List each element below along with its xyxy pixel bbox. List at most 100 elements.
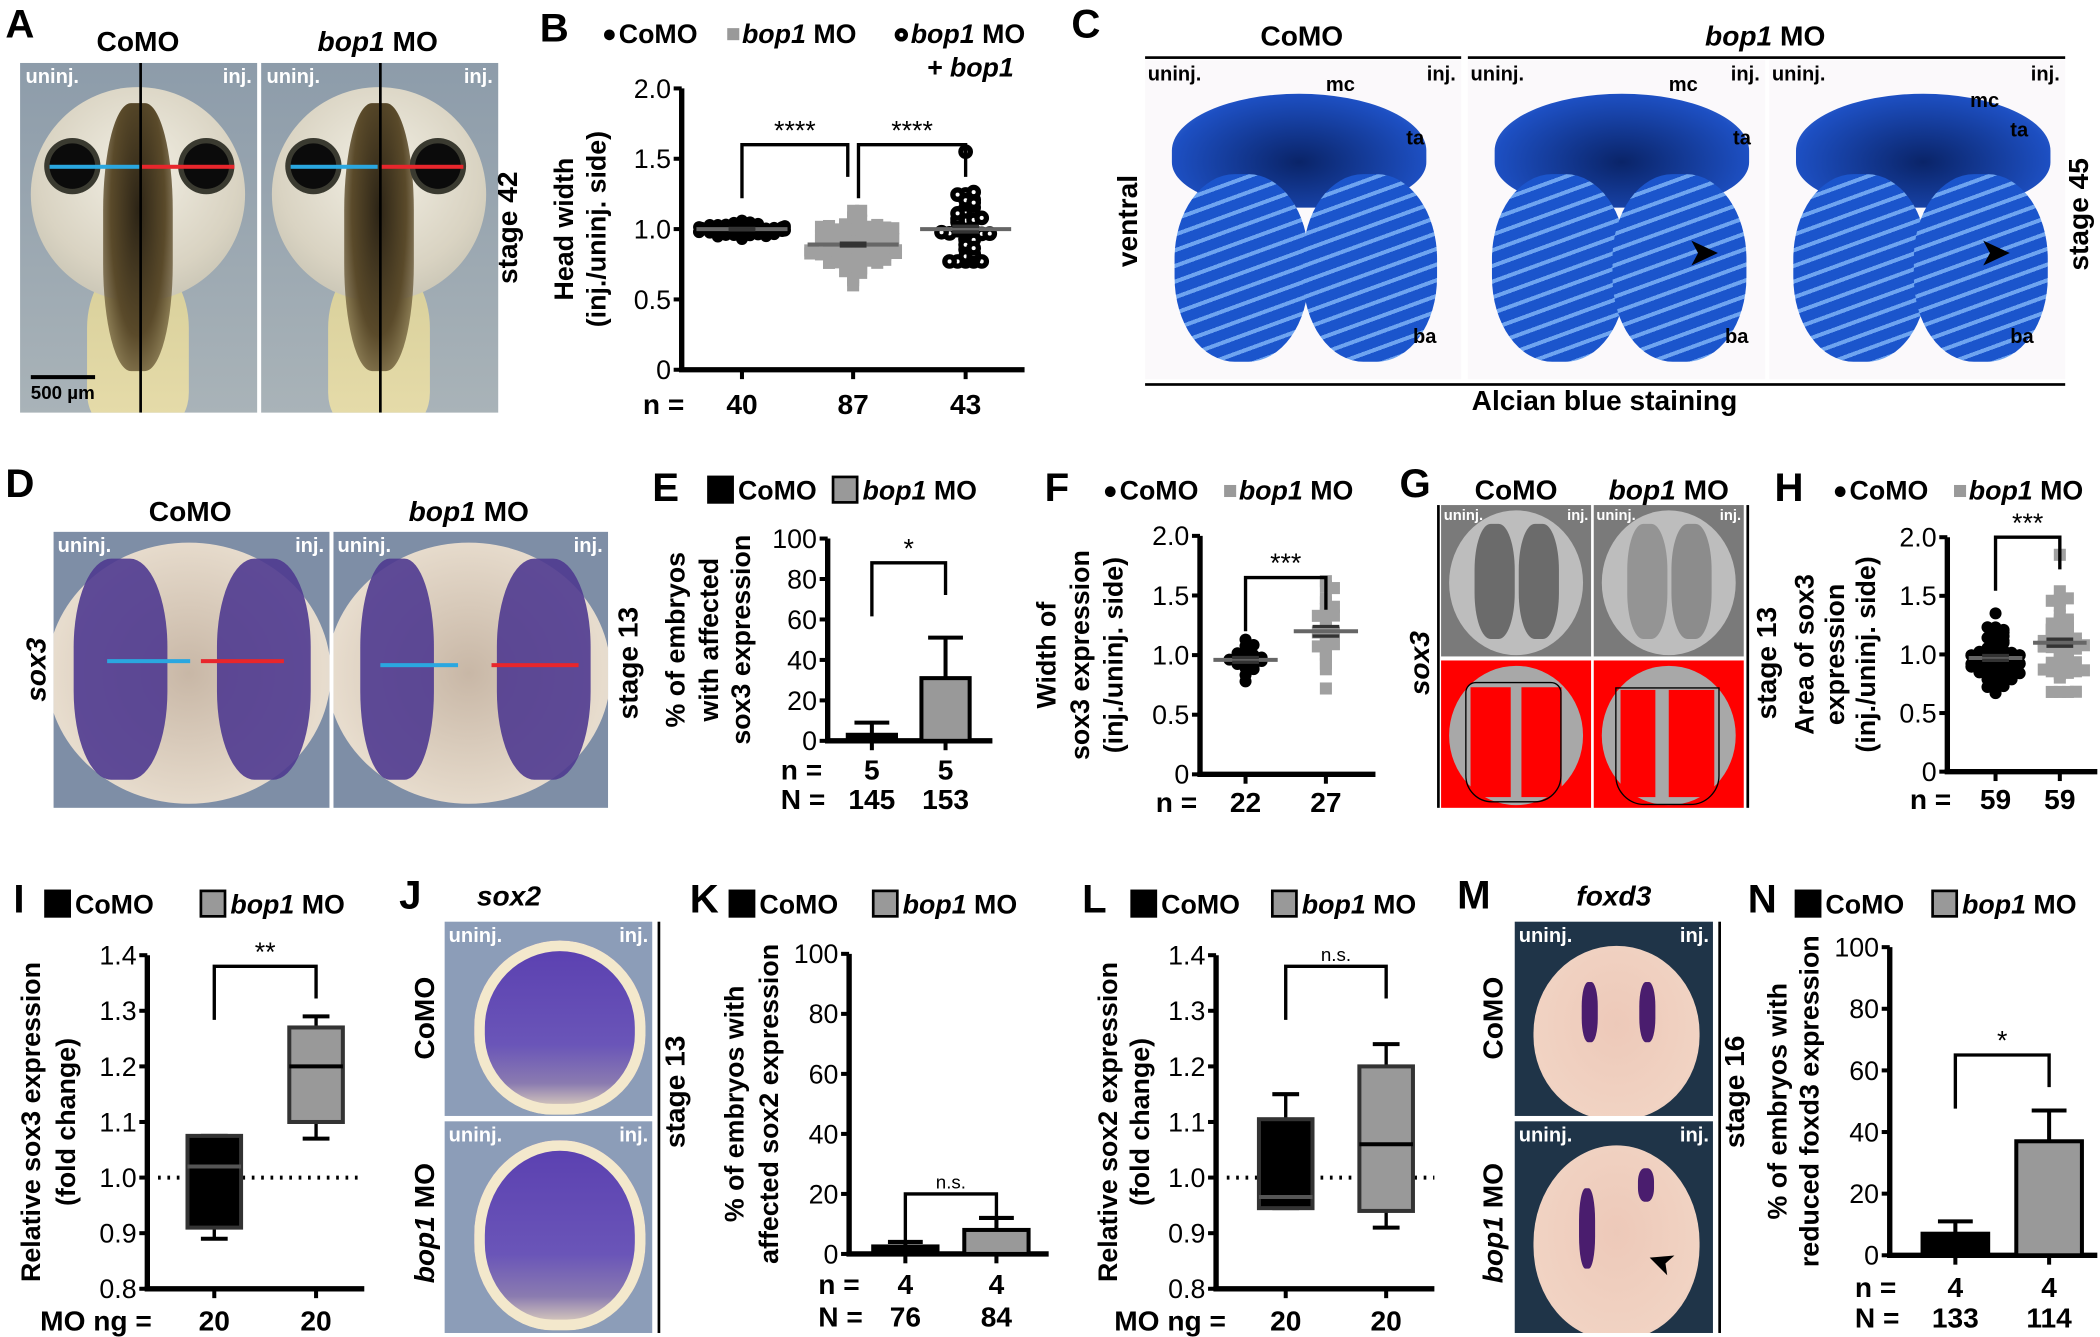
title-rest: MO (384, 26, 438, 58)
legend-text: CoMO (1850, 476, 1929, 506)
legend-label: CoMO (619, 19, 698, 49)
chart-h: H CoMO bop1 MO 0 0.5 1.0 1.5 2.0 Area of sox3 exp… (1775, 465, 2098, 815)
significance-bracket (1993, 535, 2062, 591)
data-point (1311, 609, 1324, 622)
data-point (1981, 621, 1994, 634)
data-point (1311, 640, 1324, 653)
count-value: 20 (1270, 1305, 1301, 1336)
y-tick-label: 0 (656, 355, 671, 385)
y-tick-label: 2.0 (1899, 523, 1936, 553)
count-value: 4 (2041, 1272, 2057, 1303)
legend-text: CoMO (619, 19, 698, 49)
y-axis-label: with affected (694, 558, 724, 723)
y-tick-label: 60 (809, 1059, 839, 1089)
y-tick-label: 100 (772, 524, 817, 554)
legend-label: bop1 MO (1302, 890, 1416, 920)
chart-f: F CoMO bop1 MO 0 0.5 1.0 1.5 2.0 Width of sox3 ex… (1031, 465, 1376, 818)
panel-label: L (1082, 876, 1107, 921)
data-point (1997, 636, 2010, 649)
bar (962, 1227, 1031, 1256)
y-tick-label: 0.8 (1168, 1274, 1205, 1304)
uninj-label: uninj. (1771, 62, 1826, 86)
y-tick-label: 0 (1174, 760, 1189, 790)
y-tick-label: 0.9 (99, 1219, 136, 1249)
box (185, 1133, 244, 1230)
uninj-label: uninj. (337, 534, 392, 558)
y-tick-label: 20 (787, 686, 817, 716)
count-value: 27 (1310, 787, 1341, 818)
y-tick-label: 1.4 (1168, 941, 1205, 971)
panel-label-a: A (5, 2, 35, 47)
legend-text: MO (1303, 476, 1354, 506)
chart-i: I CoMO bop1 MO 0.8 0.9 1.0 1.1 1.2 1.3 1.4 Relativ… (13, 876, 365, 1336)
legend-label: bop1 MO (911, 19, 1025, 49)
panel-c-title-como: CoMO (1260, 21, 1344, 53)
mc-label: mc (1970, 89, 2000, 113)
y-tick-label: 20 (809, 1179, 839, 1209)
y-tick-label: 60 (787, 605, 817, 635)
y-tick-label: 1.1 (99, 1107, 136, 1137)
bar (845, 732, 898, 743)
legend-text: MO (926, 476, 977, 506)
count-value: 133 (1932, 1303, 1979, 1334)
legend-italic: bop1 (911, 19, 975, 49)
scale-bar (30, 375, 96, 380)
legend-label: CoMO (1161, 890, 1240, 920)
count-value: 59 (1980, 784, 2011, 815)
legend-text: MO (975, 19, 1026, 49)
legend-marker-ring-dot (899, 32, 904, 37)
data-point-center (955, 192, 960, 197)
significance-label: ** (255, 937, 276, 967)
data-point-center (971, 246, 976, 251)
panel-d-title-bop1: bop1 MO (409, 497, 529, 529)
y-axis-label: expression (1820, 584, 1850, 725)
divider (657, 921, 661, 1333)
inj-label: inj. (573, 534, 603, 558)
data-point (879, 253, 892, 266)
y-tick-label: 1.0 (634, 214, 671, 244)
count-label: N = (1855, 1303, 1900, 1334)
data-point (2069, 665, 2082, 678)
legend-italic: bop1 (230, 890, 294, 920)
data-point (1997, 680, 2010, 693)
legend-marker-square (1224, 484, 1237, 498)
legend-label: bop1 MO (1969, 476, 2083, 506)
legend-marker-box (44, 889, 71, 918)
data-point-center (963, 242, 968, 247)
legend-label: CoMO (1850, 476, 1929, 506)
count-value: 5 (938, 755, 954, 786)
legend-marker-box (1931, 889, 1959, 918)
uninj-label: uninj. (1443, 507, 1484, 524)
significance-bracket (212, 964, 318, 1020)
data-point-center (979, 259, 984, 264)
gene-label-j: sox2 (476, 881, 541, 913)
gene-label-m: foxd3 (1576, 881, 1652, 913)
y-axis-label: Width of (1031, 602, 1061, 709)
legend-label: bop1 MO (742, 19, 856, 49)
legend-text: MO (294, 890, 345, 920)
ba-label: ba (1412, 325, 1437, 349)
data-point (889, 246, 903, 259)
data-point (814, 248, 828, 261)
y-axis-label: affected sox2 expression (754, 944, 784, 1264)
data-point (2053, 671, 2066, 684)
data-point (2069, 685, 2082, 698)
y-axis-label: Relative sox2 expression (1093, 962, 1123, 1282)
y-axis-label: % of embryos with (719, 986, 749, 1223)
legend-label: CoMO (1120, 476, 1199, 506)
inj-label: inj. (1679, 1123, 1709, 1147)
data-point (2061, 648, 2074, 661)
box (1357, 1064, 1415, 1213)
legend-text: MO (806, 19, 857, 49)
count-value: 114 (2026, 1303, 2072, 1334)
data-point (1965, 660, 1978, 673)
count-value: 22 (1230, 787, 1261, 818)
count-value: 87 (837, 389, 868, 420)
sox3-area-mask-bop1-mo (1593, 660, 1744, 808)
data-point (1989, 607, 2002, 620)
count-value: 20 (1371, 1305, 1402, 1336)
legend-italic: bop1 (863, 476, 927, 506)
alcian-photo-como: uninj. inj. mc ta ba (1145, 60, 1462, 380)
significance-label: n.s. (1321, 944, 1351, 965)
y-tick-label: 80 (787, 564, 817, 594)
